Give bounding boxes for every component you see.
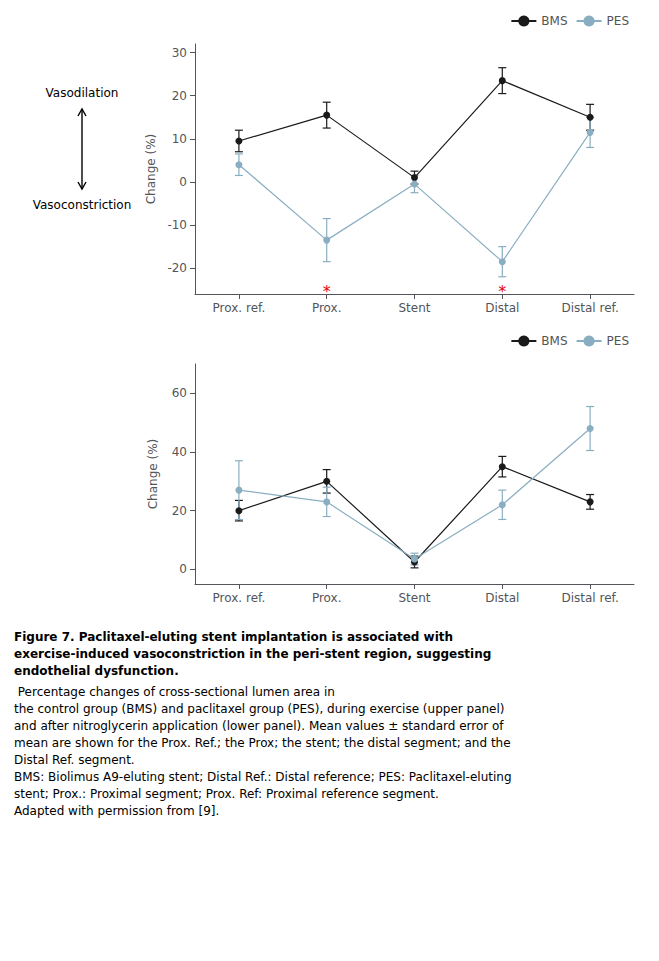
svg-text:Prox.: Prox. xyxy=(312,301,342,315)
svg-text:stent; Prox.: Proximal segment: stent; Prox.: Proximal segment; Prox. Re… xyxy=(14,787,439,801)
svg-text:Adapted with permission from [: Adapted with permission from [9]. xyxy=(14,804,219,818)
svg-text:Distal ref.: Distal ref. xyxy=(561,591,618,605)
svg-text:60: 60 xyxy=(172,386,187,400)
svg-text:Prox. ref.: Prox. ref. xyxy=(213,301,266,315)
svg-text:BMS: BMS xyxy=(541,334,567,348)
svg-text:exercise-induced vasoconstrict: exercise-induced vasoconstriction in the… xyxy=(14,647,491,661)
svg-text:BMS: Biolimus A9-eluting stent: BMS: Biolimus A9-eluting stent; Distal R… xyxy=(14,770,512,784)
svg-text:20: 20 xyxy=(172,504,187,518)
svg-text:Distal Ref. segment.: Distal Ref. segment. xyxy=(14,753,135,767)
svg-text:endothelial dysfunction.: endothelial dysfunction. xyxy=(14,664,179,678)
svg-text:*: * xyxy=(323,282,331,301)
svg-text:Prox.: Prox. xyxy=(312,591,342,605)
svg-text:Vasodilation: Vasodilation xyxy=(46,86,119,100)
svg-text:0: 0 xyxy=(179,562,187,576)
svg-text:Vasoconstriction: Vasoconstriction xyxy=(33,198,132,212)
svg-text:20: 20 xyxy=(172,89,187,103)
svg-text:-20: -20 xyxy=(167,261,187,275)
svg-text:the control group (BMS) and pa: the control group (BMS) and paclitaxel g… xyxy=(14,702,505,716)
svg-text:PES: PES xyxy=(607,14,629,28)
svg-text:0: 0 xyxy=(179,175,187,189)
svg-text:Stent: Stent xyxy=(398,301,430,315)
svg-text:Change (%): Change (%) xyxy=(144,134,158,205)
svg-text:Distal ref.: Distal ref. xyxy=(561,301,618,315)
svg-text:40: 40 xyxy=(172,445,187,459)
svg-text:Change (%): Change (%) xyxy=(146,439,160,510)
svg-text:Distal: Distal xyxy=(485,301,519,315)
svg-text:Stent: Stent xyxy=(398,591,430,605)
svg-text:PES: PES xyxy=(607,334,629,348)
svg-text:Distal: Distal xyxy=(485,591,519,605)
svg-text:mean are shown for the Prox. R: mean are shown for the Prox. Ref.; the P… xyxy=(14,736,511,750)
svg-text:-10: -10 xyxy=(167,218,187,232)
svg-text:10: 10 xyxy=(172,132,187,146)
svg-text:Percentage changes of cross-se: Percentage changes of cross-sectional lu… xyxy=(14,685,335,699)
svg-text:BMS: BMS xyxy=(541,14,567,28)
svg-text:Prox. ref.: Prox. ref. xyxy=(213,591,266,605)
svg-text:Figure 7. Paclitaxel-eluting s: Figure 7. Paclitaxel-eluting stent impla… xyxy=(14,630,453,644)
svg-text:*: * xyxy=(498,282,506,301)
svg-text:and after nitroglycerin applic: and after nitroglycerin application (low… xyxy=(14,719,504,733)
svg-text:30: 30 xyxy=(172,46,187,60)
